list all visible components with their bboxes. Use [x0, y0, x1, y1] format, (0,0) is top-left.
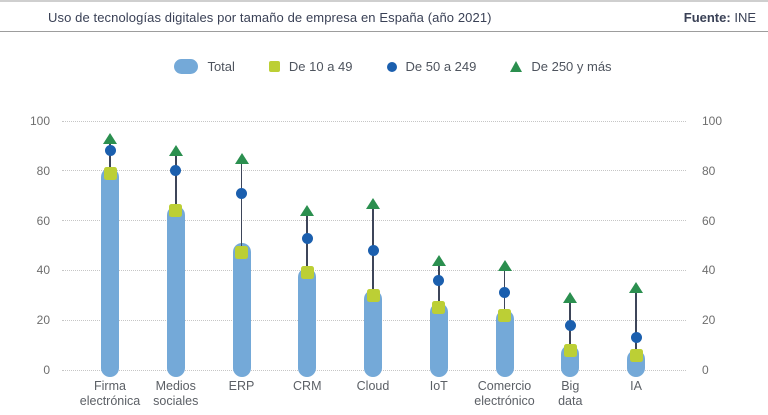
marker-size-250-plus	[431, 254, 446, 266]
marker-size-250-plus	[234, 152, 249, 164]
category-label: Firma electrónica	[62, 379, 158, 409]
triangle-marker-icon	[510, 61, 523, 72]
y-tick-label-right: 80	[702, 163, 716, 178]
legend-item-pill: Total	[174, 59, 235, 74]
category-label: IoT	[391, 379, 487, 394]
marker-size-250-plus	[366, 197, 380, 209]
category-label-line: electrónico	[474, 394, 535, 408]
category-label-line: Cloud	[356, 379, 390, 393]
total-bar	[364, 290, 382, 377]
total-bar	[232, 243, 251, 377]
marker-size-10-49	[366, 288, 380, 302]
category-label: Big data	[522, 379, 618, 409]
square-marker-icon	[268, 61, 280, 72]
category-label: CRM	[259, 379, 355, 394]
category-label-line: data	[558, 394, 583, 408]
legend-label: De 250 y más	[531, 59, 612, 74]
marker-size-10-49	[169, 204, 183, 218]
marker-size-50-249	[170, 165, 182, 177]
marker-size-50-249	[236, 187, 247, 199]
grid-line	[62, 269, 686, 271]
legend-item-triangle: De 250 y más	[510, 59, 612, 74]
y-tick-label-right: 100	[702, 114, 723, 128]
marker-size-250-plus	[103, 132, 117, 144]
total-bar	[298, 267, 317, 377]
y-tick-label-left: 60	[36, 213, 50, 228]
marker-size-50-249	[433, 274, 445, 286]
source-value: INE	[734, 10, 756, 25]
marker-size-250-plus	[497, 259, 512, 271]
y-tick-label-right: 40	[702, 263, 716, 278]
marker-size-50-249	[564, 319, 576, 331]
category-label-line: Firma	[94, 379, 126, 393]
category-label-line: IoT	[429, 379, 448, 393]
stem-line	[635, 287, 637, 356]
marker-size-10-49	[629, 348, 643, 362]
total-pill-icon	[174, 59, 199, 74]
category-label: Cloud	[325, 379, 421, 394]
marker-size-50-249	[499, 287, 510, 299]
legend-label: De 50 a 249	[405, 59, 477, 74]
source-label: Fuente:	[683, 10, 731, 25]
category-label-line: Comercio	[477, 379, 532, 393]
legend: Total De 10 a 49 De 50 a 249 De 250 y más	[0, 59, 768, 74]
category-label-line: sociales	[153, 394, 199, 408]
grid-line	[62, 120, 686, 122]
marker-size-10-49	[432, 301, 446, 315]
category-label-line: CRM	[293, 379, 322, 393]
marker-size-10-49	[300, 266, 314, 280]
category-label-line: Medios	[155, 379, 196, 393]
marker-size-10-49	[235, 246, 248, 260]
marker-size-50-249	[630, 332, 642, 344]
y-tick-label-right: 0	[702, 363, 709, 377]
category-label-line: electrónica	[79, 394, 141, 408]
stem-line	[240, 158, 243, 253]
category-label: ERP	[194, 379, 290, 394]
total-bar	[166, 205, 185, 377]
chart-title: Uso de tecnologías digitales por tamaño …	[48, 10, 492, 25]
category-label: IA	[588, 379, 684, 394]
category-label: Comercio electrónico	[457, 379, 553, 409]
y-tick-label-right: 60	[702, 213, 716, 228]
marker-size-250-plus	[629, 282, 643, 294]
marker-size-250-plus	[300, 205, 315, 217]
grid-line	[62, 220, 686, 222]
category-label-line: IA	[630, 379, 642, 393]
chart-source: Fuente: INE	[684, 10, 756, 25]
category-label-line: Big	[561, 379, 580, 393]
marker-size-50-249	[104, 145, 116, 157]
stem-line	[174, 150, 177, 211]
y-tick-label-left: 80	[36, 163, 50, 178]
legend-item-square: De 10 a 49	[268, 59, 353, 74]
grid-line	[62, 170, 686, 172]
marker-size-250-plus	[563, 292, 578, 304]
header-divider	[0, 31, 768, 32]
marker-size-50-249	[301, 232, 313, 244]
legend-item-circle: De 50 a 249	[386, 59, 477, 74]
y-tick-label-left: 100	[29, 114, 50, 128]
circle-marker-icon	[386, 61, 397, 72]
y-tick-label-left: 0	[43, 363, 50, 377]
legend-label: De 10 a 49	[288, 59, 353, 74]
category-label: Medios sociales	[128, 379, 224, 409]
marker-size-250-plus	[168, 145, 183, 157]
legend-label: Total	[207, 59, 235, 74]
marker-size-50-249	[367, 244, 379, 256]
y-tick-label-left: 40	[36, 263, 50, 278]
marker-size-10-49	[563, 343, 577, 357]
total-bar	[101, 168, 119, 377]
total-bar	[495, 310, 514, 377]
category-label-line: ERP	[228, 379, 255, 393]
total-bar	[429, 302, 448, 377]
marker-size-10-49	[103, 166, 117, 180]
y-tick-label-left: 20	[36, 313, 50, 328]
y-tick-label-right: 20	[702, 313, 716, 328]
marker-size-10-49	[498, 308, 511, 322]
